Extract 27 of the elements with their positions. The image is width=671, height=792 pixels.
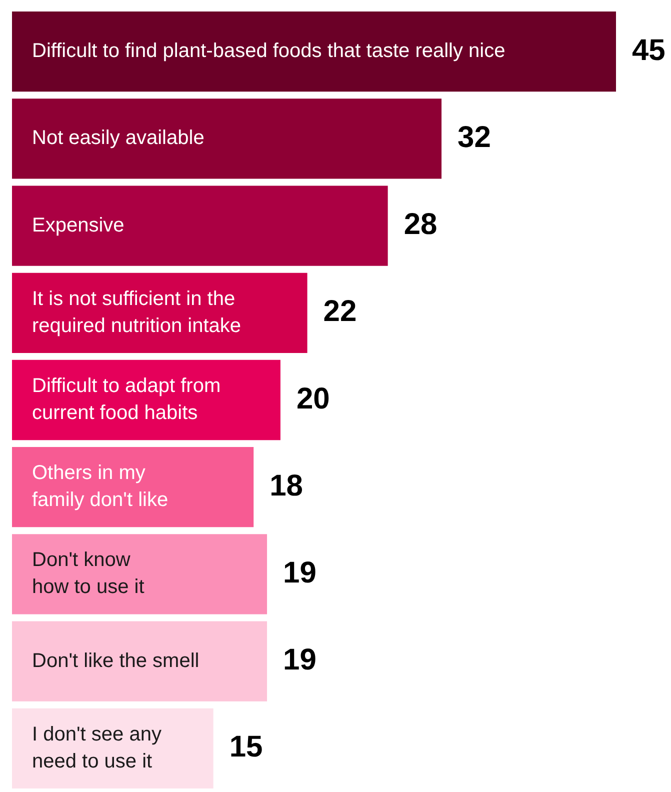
y-tick-label: Expensive [32, 214, 124, 236]
data-label: 28 [404, 208, 438, 242]
bar [12, 272, 308, 353]
y-tick-label: Not easily available [32, 127, 204, 150]
data-label: 45 [632, 34, 666, 67]
y-tick-label: Others in my family don't like [32, 462, 168, 512]
data-label: 19 [283, 644, 316, 677]
data-label: 15 [229, 730, 263, 764]
data-label: 32 [458, 120, 491, 154]
data-label: 20 [296, 382, 330, 416]
bar [12, 186, 388, 266]
y-tick-label: I don't see any need to use it [32, 723, 162, 772]
bar [12, 447, 254, 528]
y-tick-label: Don't like the smell [32, 650, 200, 672]
bar [12, 11, 616, 92]
data-label: 22 [323, 295, 357, 328]
bar [12, 98, 442, 179]
bar [12, 360, 280, 440]
data-label: 18 [270, 469, 303, 502]
y-tick-label: Don't know how to use it [32, 549, 145, 598]
y-tick-label: Difficult to adapt from current food habits [32, 375, 221, 424]
y-tick-label: It is not sufficient in the required nutrition intake [32, 288, 242, 337]
bar [12, 534, 268, 614]
y-tick-label: Difficult to find plant-based foods that taste really nice [32, 40, 506, 62]
bar [12, 621, 268, 702]
data-label: 19 [283, 556, 316, 590]
bar [12, 708, 214, 789]
